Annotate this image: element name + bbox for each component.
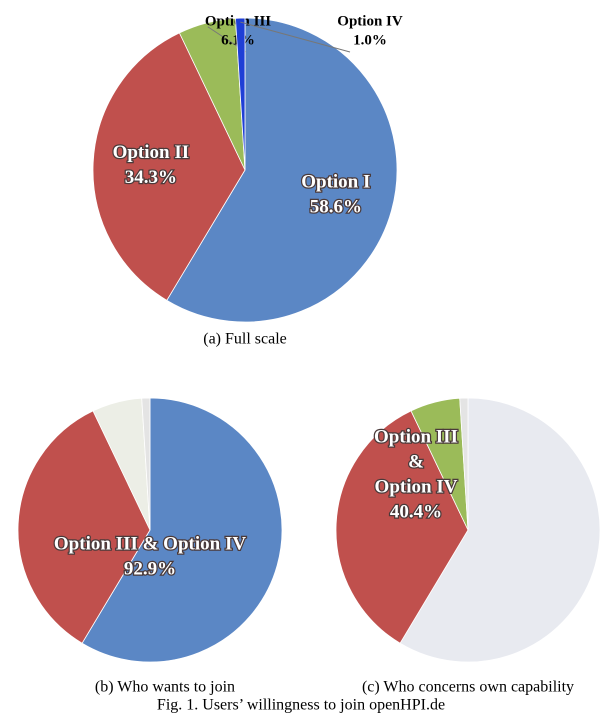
pie-slice	[235, 17, 246, 171]
pie-slice	[92, 32, 246, 301]
pie-slice	[166, 17, 398, 323]
slice-label: Option IV	[337, 13, 403, 29]
annotation-line: Option III & Option IV	[54, 533, 246, 554]
slice-label: Option I	[301, 172, 370, 193]
annotation-line: &	[408, 451, 424, 472]
pie-slice	[399, 397, 601, 663]
slice-value-label: 1.0%	[353, 32, 387, 48]
pie-slice	[335, 410, 469, 644]
pie-slice	[81, 397, 283, 663]
annotation-value: 92.9%	[124, 558, 176, 579]
slice-label: Option II	[113, 142, 190, 163]
annotation-line: Option III	[374, 426, 458, 447]
pie-slice	[459, 397, 469, 531]
subfigure-caption: (b) Who wants to join	[95, 679, 235, 696]
subfigure-caption: (c) Who concerns own capability	[362, 679, 574, 696]
pie-slice	[141, 397, 151, 531]
leader-line	[240, 21, 351, 53]
slice-value-label: 34.3%	[125, 167, 177, 188]
slice-value-label: 58.6%	[310, 197, 362, 218]
figure-caption: Fig. 1. Users’ willingness to join openH…	[157, 697, 445, 714]
annotation-line: Option IV	[375, 476, 458, 497]
subfigure-caption: (a) Full scale	[203, 331, 287, 348]
annotation-value: 40.4%	[390, 501, 442, 522]
pie-slice	[17, 410, 151, 644]
